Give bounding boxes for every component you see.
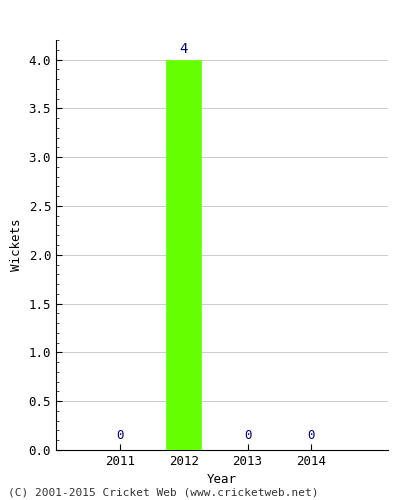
Text: 4: 4 [180, 42, 188, 56]
Text: (C) 2001-2015 Cricket Web (www.cricketweb.net): (C) 2001-2015 Cricket Web (www.cricketwe… [8, 488, 318, 498]
X-axis label: Year: Year [207, 474, 237, 486]
Text: 0: 0 [308, 429, 315, 442]
Y-axis label: Wickets: Wickets [10, 219, 23, 271]
Text: 0: 0 [244, 429, 251, 442]
Bar [166, 60, 201, 450]
Text: 0: 0 [116, 429, 124, 442]
